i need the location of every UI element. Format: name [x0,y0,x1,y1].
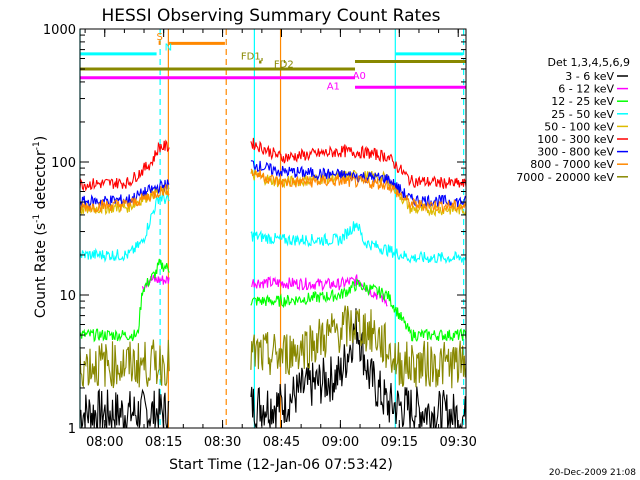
chart-title: HESSI Observing Summary Count Rates [101,6,440,26]
x-tick-label-6: 09:30 [439,435,476,450]
x-tick-label-1: 08:15 [145,435,182,450]
legend-entry-1: 6 - 12 keV [558,83,614,96]
x-axis-label: Start Time (12-Jan-06 07:53:42) [169,457,393,473]
flag-label-fd2: FD2 [274,59,294,70]
series-line-3 [79,191,467,265]
flag-label-a1: A1 [327,82,340,93]
legend-title: Det 1,3,4,5,6,9 [547,56,630,69]
flag-label-fd1: FD1 [241,51,261,62]
flag-label-s: S [156,32,162,43]
y-axis-label-end: ) [33,136,49,141]
flag-layer: SN FD1 FD2 A0 A1 [80,32,466,93]
y-tick-label-2: 100 [51,156,76,171]
x-tick-label-4: 09:00 [322,435,359,450]
series-line-7 [79,168,467,214]
legend-entry-4: 50 - 100 keV [544,120,614,133]
flag-label-n: N [165,42,172,53]
y-axis-label-main: Count Rate (s [33,223,49,318]
plot-frame [79,28,467,429]
y-axis-label-sup1: -1 [32,214,42,223]
legend-entry-2: 12 - 25 keV [551,95,614,108]
y-tick-label-3: 1000 [43,23,76,38]
y-axis-label-sup2: -1 [32,141,42,150]
axes: 08:00 08:15 08:30 08:45 09:00 09:15 09:30 1 10 10… [43,23,477,450]
legend-entry-8: 7000 - 20000 keV [516,171,614,184]
y-tick-label-1: 10 [59,289,76,304]
series-line-5 [79,137,467,192]
legend-entry-6: 300 - 800 keV [537,146,614,159]
x-tick-label-5: 09:15 [381,435,418,450]
date-stamp: 20-Dec-2009 21:08 [549,468,636,478]
legend-entry-5: 100 - 300 keV [537,133,614,146]
x-tick-label-0: 08:00 [86,435,123,450]
y-tick-label-0: 1 [68,422,76,437]
x-tick-label-2: 08:30 [204,435,241,450]
legend-entry-3: 25 - 50 keV [551,108,614,121]
series-layer [79,137,467,429]
flag-label-a0: A0 [353,71,366,82]
y-axis-label-mid: detector [33,150,49,214]
legend-entry-7: 800 - 7000 keV [530,158,614,171]
series-line-8 [79,305,467,389]
series-line-2 [79,258,467,343]
legend-entry-0: 3 - 6 keV [565,70,614,83]
y-axis-label: Count Rate (s-1 detector-1) [32,136,49,318]
x-tick-label-3: 08:45 [263,435,300,450]
